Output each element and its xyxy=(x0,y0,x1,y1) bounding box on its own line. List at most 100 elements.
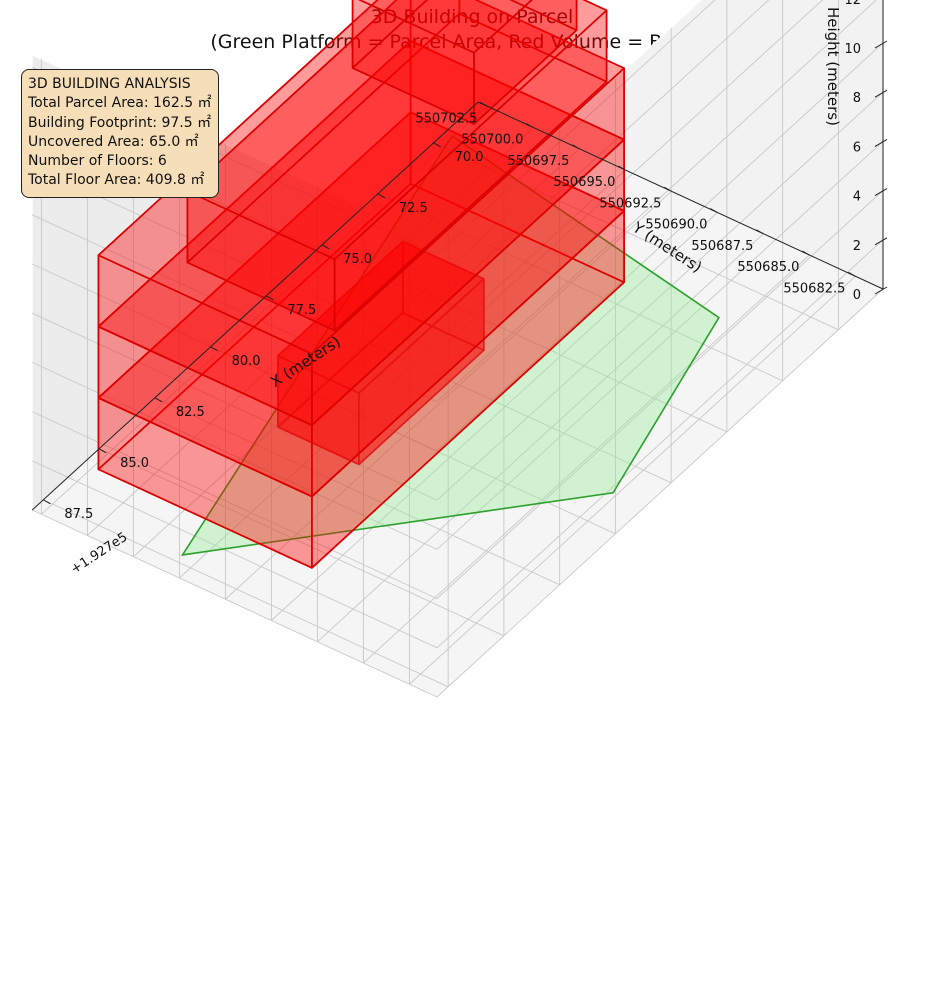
floor-5-face-front-x xyxy=(458,0,608,83)
x-tick-label-6: 85.0 xyxy=(120,456,149,471)
x-tick-label-2: 75.0 xyxy=(343,252,372,267)
x-tick-2 xyxy=(321,244,330,250)
info-heading: 3D BUILDING ANALYSIS xyxy=(28,76,191,92)
z-tick-3 xyxy=(874,138,888,147)
grid-y-floor-5 xyxy=(179,169,626,579)
floor-1 xyxy=(277,240,485,466)
y-tick-label-0: 550682.5 xyxy=(783,281,845,296)
x-tick-label-7: 87.5 xyxy=(64,507,93,522)
grid-y-floor-6 xyxy=(133,148,580,558)
grid-x-floor-6 xyxy=(98,448,505,637)
y-tick-6 xyxy=(572,144,580,150)
grid-y-floor-4 xyxy=(225,190,672,600)
y-tick-label-5: 550695.0 xyxy=(553,175,615,190)
z-axis-label: Height (meters) xyxy=(824,7,842,126)
x-tick-1 xyxy=(377,193,386,199)
y-tick-8 xyxy=(480,101,488,107)
z-tick-1 xyxy=(874,237,888,246)
floor-5 xyxy=(186,0,608,332)
z-tick-2 xyxy=(874,188,888,197)
y-axis-line xyxy=(477,101,884,290)
x-tick-label-3: 77.5 xyxy=(287,303,316,318)
x-tick-0 xyxy=(433,142,441,148)
x-tick-7 xyxy=(43,499,51,505)
grid-x-floor-5 xyxy=(154,397,560,586)
y-tick-label-8: 550702.5 xyxy=(415,111,477,126)
floor-2 xyxy=(97,111,625,569)
z-tick-0 xyxy=(874,286,888,295)
parcel-layer xyxy=(180,134,720,556)
parcel-platform xyxy=(180,134,720,556)
y-tick-label-6: 550697.5 xyxy=(507,154,569,169)
grid-y-floor-7 xyxy=(87,127,534,536)
floor-6-face-top xyxy=(358,0,533,54)
y-tick-0 xyxy=(848,271,856,277)
grid-z-5 xyxy=(32,42,884,452)
chart-subtitle: (Green Platform = Parcel Area, Red Volum… xyxy=(210,31,734,53)
y-tick-4 xyxy=(664,186,672,192)
floor-4-face-top xyxy=(97,0,625,355)
grid-x-floor-7 xyxy=(43,499,449,688)
info-line-floors: Number of Floors: 6 xyxy=(28,153,167,170)
z-tick-4 xyxy=(874,89,888,98)
x-tick-3 xyxy=(266,295,274,301)
chart-title: 3D Building on Parcel xyxy=(370,6,574,28)
y-tick-2 xyxy=(756,229,764,235)
x-tick-label-0: 70.0 xyxy=(455,150,484,165)
z-tick-label-4: 8 xyxy=(853,91,861,106)
floor-4 xyxy=(97,0,625,427)
analysis-info-box: 3D BUILDING ANALYSIS Total Parcel Area: … xyxy=(21,69,219,198)
grid-z-6 xyxy=(32,0,877,403)
grid-y-floor-2 xyxy=(317,233,764,643)
x-tick-6 xyxy=(98,448,107,454)
info-line-uncovered: Uncovered Area: 65.0 ㎡ xyxy=(28,133,199,150)
z-tick-label-2: 4 xyxy=(853,190,861,205)
floor-4-face-front-x xyxy=(409,0,625,141)
y-tick-label-3: 550690.0 xyxy=(645,218,707,233)
floor-6-face-front-x xyxy=(509,0,578,32)
y-tick-7 xyxy=(526,123,534,128)
grid-z-2 xyxy=(32,190,884,600)
z-tick-5 xyxy=(874,40,888,49)
grid-x-floor-1 xyxy=(377,193,783,382)
y-tick-1 xyxy=(802,250,810,256)
x-tick-label-1: 72.5 xyxy=(399,201,428,216)
grid-x-floor-2 xyxy=(321,244,728,433)
x-axis-line xyxy=(31,101,479,511)
info-line-parcel-area: Total Parcel Area: 162.5 ㎡ xyxy=(28,95,212,112)
y-tick-label-1: 550685.0 xyxy=(737,260,799,275)
x-tick-label-5: 82.5 xyxy=(176,405,205,420)
z-tick-label-3: 6 xyxy=(853,140,861,155)
building-layer xyxy=(97,0,625,569)
x-tick-label-4: 80.0 xyxy=(232,354,261,369)
floor-6-face-front-y xyxy=(351,0,429,69)
grid-y-floor-8 xyxy=(41,105,488,515)
z-tick-label-0: 0 xyxy=(853,288,861,303)
y-tick-5 xyxy=(618,165,626,171)
grid-y-floor-0 xyxy=(409,275,856,685)
info-line-footprint: Building Footprint: 97.5 ㎡ xyxy=(28,114,212,131)
y-tick-3 xyxy=(710,208,718,213)
grid-lines xyxy=(32,0,884,698)
y-tick-label-2: 550687.5 xyxy=(691,239,753,254)
z-tick-label-1: 2 xyxy=(853,239,861,254)
info-line-floor-area: Total Floor Area: 409.8 ㎡ xyxy=(28,172,205,189)
x-tick-4 xyxy=(210,346,218,352)
y-tick-label-4: 550692.5 xyxy=(599,196,661,211)
x-tick-5 xyxy=(154,397,163,403)
grid-z-3 xyxy=(32,141,884,550)
z-tick-label-5: 10 xyxy=(844,42,861,57)
floor-6 xyxy=(351,0,578,125)
floor-1-face-top xyxy=(277,240,485,394)
z-tick-label-6: 12 xyxy=(844,0,861,8)
grid-x-floor-0 xyxy=(433,142,839,331)
grid-y-floor-1 xyxy=(363,254,810,664)
grid-z-0 xyxy=(32,288,884,698)
grid-z-1 xyxy=(32,239,884,649)
grid-z-4 xyxy=(32,91,884,501)
grid-z-7 xyxy=(32,0,824,354)
floor-6-face-back-x xyxy=(351,0,475,125)
y-tick-label-7: 550700.0 xyxy=(461,133,523,148)
